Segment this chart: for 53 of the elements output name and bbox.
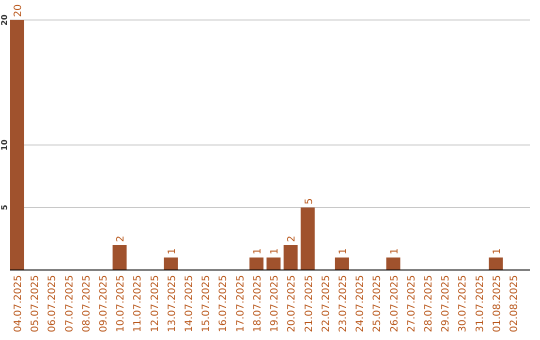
bar <box>112 245 127 270</box>
x-tick-label: 02.08.2025 <box>508 275 520 332</box>
x-tick-label: 19.07.2025 <box>270 275 281 332</box>
x-tick-label: 30.07.2025 <box>458 275 469 332</box>
bar <box>10 20 24 270</box>
x-tick-label: 05.07.2025 <box>30 275 42 332</box>
data-label: 2 <box>286 236 298 242</box>
y-tick-label: 5 <box>0 204 9 210</box>
data-label: 1 <box>166 248 178 254</box>
x-tick-label: 04.07.2025 <box>13 275 24 332</box>
bar <box>164 258 178 270</box>
y-tick-label: 10 <box>0 139 9 151</box>
x-tick-label: 17.07.2025 <box>235 275 246 332</box>
x-tick-label: 23.07.2025 <box>338 275 349 332</box>
x-tick-label: 15.07.2025 <box>201 275 212 332</box>
bar <box>249 258 264 270</box>
bar <box>284 245 298 270</box>
x-tick-label: 16.07.2025 <box>218 275 230 332</box>
x-tick-label: 09.07.2025 <box>98 275 110 332</box>
x-tick-label: 22.07.2025 <box>320 275 332 332</box>
x-tick-label: 24.07.2025 <box>355 275 366 332</box>
x-tick-label: 07.07.2025 <box>64 275 76 332</box>
x-tick-label: 20.07.2025 <box>286 275 298 332</box>
data-label: 1 <box>270 248 281 254</box>
data-label: 1 <box>492 248 503 254</box>
x-tick-label: 18.07.2025 <box>252 275 264 332</box>
x-tick-label: 25.07.2025 <box>372 275 384 332</box>
data-label: 2 <box>116 236 127 242</box>
bar <box>488 258 503 270</box>
data-label: 1 <box>338 248 349 254</box>
x-tick-label: 28.07.2025 <box>423 275 434 332</box>
x-tick-label: 11.07.2025 <box>132 275 144 332</box>
data-label: 1 <box>252 248 264 254</box>
x-tick-label: 31.07.2025 <box>474 275 486 332</box>
bar <box>386 258 400 270</box>
x-tick-label: 13.07.2025 <box>166 275 178 332</box>
x-tick-label: 14.07.2025 <box>184 275 196 332</box>
x-tick-label: 27.07.2025 <box>406 275 418 332</box>
data-label: 20 <box>13 4 24 17</box>
bar <box>300 208 315 270</box>
bar <box>334 258 349 270</box>
data-label: 1 <box>389 248 400 254</box>
bar <box>266 258 281 270</box>
x-tick-label: 12.07.2025 <box>150 275 161 332</box>
x-tick-label: 29.07.2025 <box>440 275 452 332</box>
x-tick-label: 06.07.2025 <box>47 275 58 332</box>
y-tick-label: 20 <box>0 14 9 26</box>
x-tick-label: 21.07.2025 <box>304 275 315 332</box>
x-tick-label: 08.07.2025 <box>81 275 92 332</box>
data-label: 5 <box>304 198 315 204</box>
x-tick-label: 01.08.2025 <box>492 275 503 332</box>
x-tick-label: 26.07.2025 <box>389 275 400 332</box>
x-tick-label: 10.07.2025 <box>116 275 127 332</box>
